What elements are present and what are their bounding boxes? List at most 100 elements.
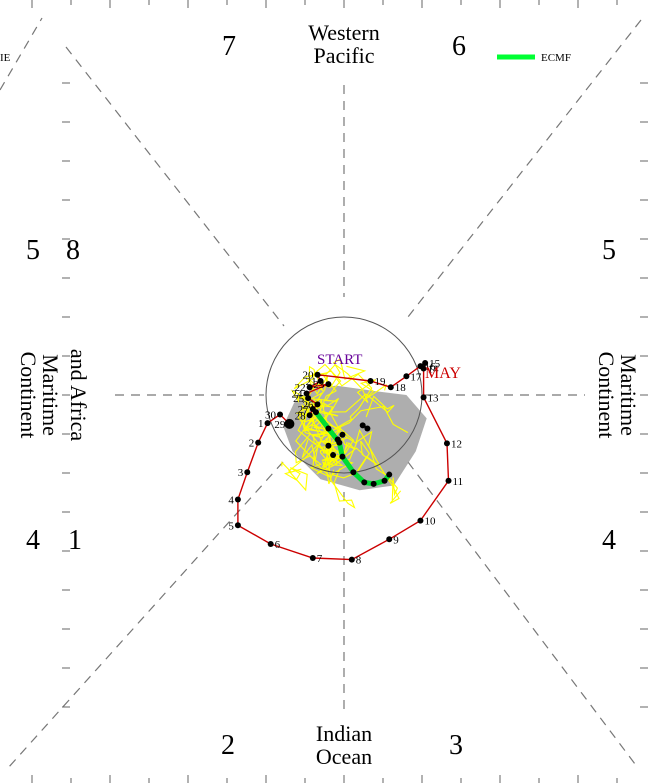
ensemble-member-path: [311, 417, 341, 471]
region-pacific-label: Pacific: [313, 43, 374, 68]
region-western-label: Western: [308, 20, 380, 45]
observed-point: [420, 394, 427, 401]
region-left-continent-label: Continent: [16, 352, 41, 439]
diagonal-line-lower-right: [407, 461, 639, 769]
day-label: 4: [228, 495, 234, 507]
day-label: 1: [258, 418, 264, 430]
phase-4-left-label: 4: [26, 525, 40, 556]
day-label: 7: [317, 553, 323, 565]
observed-point: [309, 555, 316, 562]
phase-1-label: 1: [68, 525, 82, 556]
phase-2-label: 2: [221, 730, 235, 761]
day-label: 26: [302, 399, 314, 411]
observed-point: [403, 373, 410, 380]
observed-point: [367, 377, 374, 384]
day-label: 13: [428, 392, 440, 404]
ensemble-point: [359, 422, 366, 429]
ensemble-point: [330, 452, 337, 459]
day-label: 11: [453, 476, 464, 488]
observed-point: [445, 477, 452, 484]
day-label: 18: [395, 382, 407, 394]
day-label: 28: [295, 410, 307, 422]
legend-label-ecmf: ECMF: [541, 52, 571, 64]
phase-3-label: 3: [449, 730, 463, 761]
observed-point: [348, 556, 355, 563]
day-label: 19: [375, 376, 387, 388]
day-label: 23: [313, 379, 325, 391]
day-label: 24: [292, 388, 304, 400]
ensemble-point: [364, 425, 371, 432]
phase-4-right-label: 4: [602, 525, 616, 556]
day-label: 6: [275, 539, 281, 551]
day-label: 30: [265, 410, 277, 422]
ensemble-member-path: [293, 363, 342, 410]
day-label: 9: [393, 534, 399, 546]
ensemble-point: [325, 442, 332, 449]
region-left-maritime-label: Maritime: [38, 354, 63, 436]
day-label: 27: [298, 404, 310, 416]
observed-point: [314, 371, 321, 378]
ensemble-mean-point: [325, 425, 332, 432]
observed-point: [264, 420, 271, 427]
ensemble-mean-point: [381, 477, 388, 484]
month-label: MAY: [425, 365, 461, 382]
start-point: [284, 418, 295, 429]
observed-point: [417, 363, 424, 370]
observed-point: [277, 411, 284, 418]
legend: ECMF: [497, 52, 571, 64]
observed-point: [443, 440, 450, 447]
ensemble-point: [339, 431, 346, 438]
ensemble-member-path: [298, 392, 364, 466]
observed-point: [417, 517, 424, 524]
ensemble-member-path: [305, 410, 381, 474]
observed-trajectory-line: [237, 361, 450, 561]
ensemble-mean-point: [339, 453, 346, 460]
diagonal-line-upper-left: [65, 46, 285, 327]
observed-point: [305, 395, 312, 402]
observed-point: [234, 496, 241, 503]
region-right-continent-label: Continent: [594, 352, 619, 439]
ensemble-member-path: [307, 370, 373, 430]
ensemble-member-path: [290, 389, 355, 467]
phase-8-label: 8: [66, 235, 80, 266]
tick-marks: [31, 0, 648, 783]
observed-point: [255, 439, 262, 446]
ensemble-mean-point: [370, 480, 377, 487]
ensemble-member-path: [281, 410, 328, 492]
diagonal-line-lower-left: [7, 461, 284, 769]
observed-point: [267, 540, 274, 547]
observed-point: [306, 412, 313, 419]
phase-5-left-label: 5: [26, 235, 40, 266]
day-label: 15: [429, 358, 441, 370]
day-label: 10: [424, 516, 436, 528]
observed-point: [387, 384, 394, 391]
region-left-africa-label: and Africa: [66, 349, 91, 441]
day-label: 2: [249, 438, 255, 450]
observed-point: [306, 384, 313, 391]
phase-5-right-label: 5: [602, 235, 616, 266]
observed-point: [317, 377, 324, 384]
start-label: START: [317, 352, 362, 368]
day-label: 17: [410, 371, 422, 383]
observed-point: [309, 406, 316, 413]
ensemble-point: [334, 436, 341, 443]
day-label: 14: [428, 363, 440, 375]
day-label: 29: [274, 419, 286, 431]
ensemble-mean-point: [386, 471, 393, 478]
observed-point: [244, 469, 251, 476]
day-label: 12: [451, 438, 462, 450]
observed-point: [386, 536, 393, 543]
ensemble-mean-point: [350, 469, 357, 476]
ensemble-member-path: [295, 393, 395, 418]
top-left-fragment-label: IE: [0, 52, 11, 64]
ensemble-mean-point: [361, 479, 368, 486]
phase-6-label: 6: [452, 31, 466, 62]
day-label: 21: [306, 376, 317, 388]
region-ocean-label: Ocean: [316, 744, 372, 769]
day-label: 5: [228, 520, 234, 532]
day-label: 8: [356, 555, 362, 567]
phase-7-label: 7: [222, 31, 236, 62]
top-left-corner-line: [0, 17, 43, 91]
